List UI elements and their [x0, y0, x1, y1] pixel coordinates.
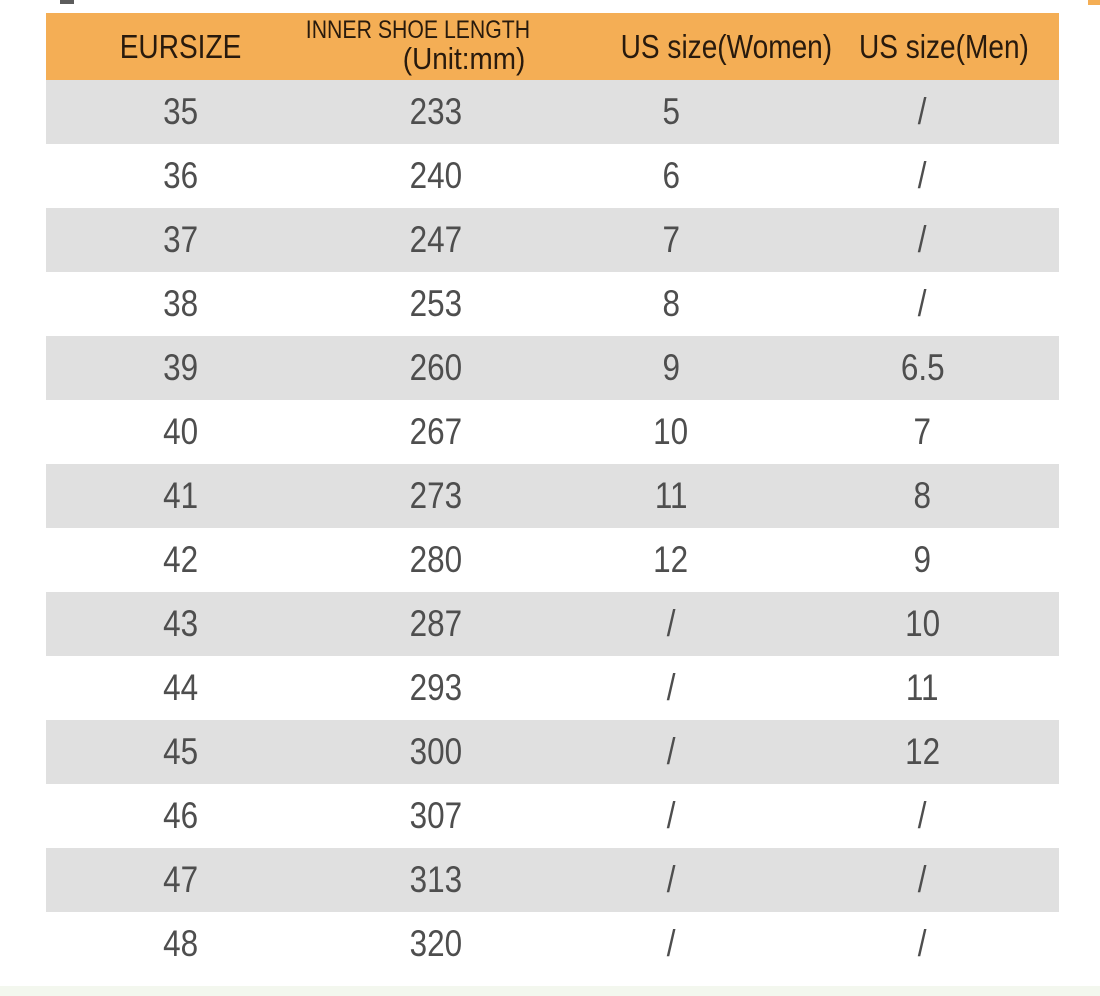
cell-us-women: 7: [662, 219, 680, 260]
cell-eursize: 47: [163, 859, 199, 900]
bottom-tint-strip: [0, 986, 1100, 996]
cell-length: 267: [409, 411, 463, 452]
cell-eursize: 43: [163, 603, 199, 644]
cell-length: 307: [409, 795, 463, 836]
cell-eursize: 39: [163, 347, 199, 388]
top-edge-orange-artifact: [1088, 0, 1100, 5]
header-us-size-women: US size(Women): [556, 13, 831, 80]
cell-eursize: 40: [163, 411, 199, 452]
table-row: 47 313 / /: [46, 848, 1059, 912]
cell-eursize: 48: [163, 923, 199, 964]
cell-us-women: 6: [662, 155, 680, 196]
table-row: 45 300 / 12: [46, 720, 1059, 784]
cell-us-men: /: [918, 155, 927, 196]
cell-us-women: /: [666, 667, 676, 708]
top-edge-dark-artifact: [60, 0, 74, 4]
cell-us-men: 9: [913, 539, 932, 580]
cell-us-women: /: [666, 795, 676, 836]
cell-us-women: 8: [662, 283, 680, 324]
header-unit-mm-label: (Unit:mm): [402, 41, 526, 77]
cell-us-women: 5: [662, 91, 680, 132]
cell-length: 240: [409, 155, 463, 196]
cell-us-men: 10: [905, 603, 940, 644]
cell-us-men: /: [918, 795, 927, 836]
cell-eursize: 37: [163, 219, 199, 260]
cell-eursize: 45: [163, 731, 199, 772]
cell-eursize: 36: [163, 155, 199, 196]
table-header-row: EURSIZE INNER SHOE LENGTH (Unit:mm) US s…: [46, 13, 1059, 80]
table-row: 38 253 8 /: [46, 272, 1059, 336]
cell-eursize: 42: [163, 539, 199, 580]
header-us-size-men-label: US size(Men): [858, 27, 1029, 65]
cell-eursize: 41: [163, 475, 199, 516]
table-row: 46 307 / /: [46, 784, 1059, 848]
cell-us-women: 9: [662, 347, 680, 388]
table-row: 41 273 11 8: [46, 464, 1059, 528]
cell-us-men: 12: [905, 731, 940, 772]
cell-length: 260: [409, 347, 463, 388]
table-row: 40 267 10 7: [46, 400, 1059, 464]
cell-length: 287: [409, 603, 463, 644]
cell-us-men: 7: [913, 411, 932, 452]
table-row: 44 293 / 11: [46, 656, 1059, 720]
header-us-size-men: US size(Men): [786, 13, 1059, 80]
table-row: 43 287 / 10: [46, 592, 1059, 656]
cell-us-men: /: [918, 859, 927, 900]
cell-length: 313: [409, 859, 463, 900]
cell-us-men: /: [918, 283, 927, 324]
cell-us-women: /: [666, 923, 676, 964]
cell-us-men: /: [918, 219, 927, 260]
table-row: 37 247 7 /: [46, 208, 1059, 272]
cell-length: 293: [409, 667, 463, 708]
cell-us-men: 8: [913, 475, 932, 516]
table-row: 35 233 5 /: [46, 80, 1059, 144]
cell-us-women: 11: [654, 475, 688, 516]
cell-us-men: 11: [906, 667, 939, 708]
table-row: 39 260 9 6.5: [46, 336, 1059, 400]
shoe-size-table: EURSIZE INNER SHOE LENGTH (Unit:mm) US s…: [46, 13, 1059, 976]
cell-length: 253: [409, 283, 463, 324]
cell-eursize: 35: [163, 91, 199, 132]
header-us-size-women-label: US size(Women): [620, 27, 832, 65]
cell-us-men: /: [918, 923, 927, 964]
cell-eursize: 46: [163, 795, 199, 836]
cell-length: 233: [409, 91, 463, 132]
cell-eursize: 38: [163, 283, 199, 324]
cell-eursize: 44: [163, 667, 199, 708]
cell-length: 280: [409, 539, 463, 580]
header-eursize-label: EURSIZE: [120, 27, 242, 65]
cell-length: 247: [409, 219, 463, 260]
table-row: 42 280 12 9: [46, 528, 1059, 592]
header-inner-shoe-length-label: INNER SHOE LENGTH: [305, 16, 531, 45]
cell-length: 300: [409, 731, 463, 772]
cell-us-women: /: [666, 603, 676, 644]
cell-length: 320: [409, 923, 463, 964]
cell-us-women: 12: [653, 539, 689, 580]
table-row: 36 240 6 /: [46, 144, 1059, 208]
cell-us-women: /: [666, 731, 676, 772]
header-inner-shoe-length: INNER SHOE LENGTH (Unit:mm): [306, 13, 556, 80]
cell-us-women: /: [666, 859, 676, 900]
table-row: 48 320 / /: [46, 912, 1059, 976]
header-eursize: EURSIZE: [46, 13, 316, 80]
cell-us-men: /: [918, 91, 927, 132]
cell-us-men: 6.5: [900, 347, 945, 388]
cell-us-women: 10: [653, 411, 689, 452]
cell-length: 273: [409, 475, 463, 516]
